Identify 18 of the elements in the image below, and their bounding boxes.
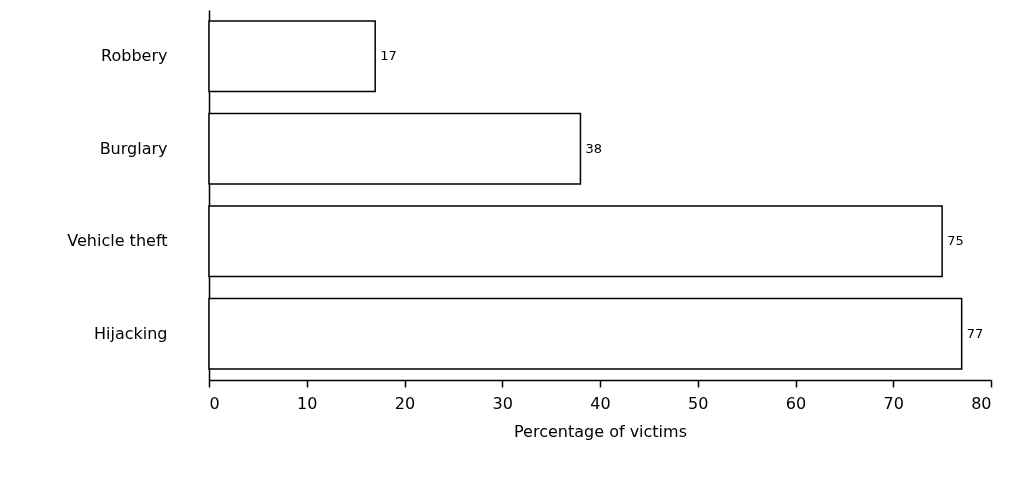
data-label: 75 [947,233,964,249]
y-tick-label: Burglary [99,138,168,158]
x-axis-title: Percentage of victims [514,421,687,441]
x-tick-label: 70 [883,393,904,413]
x-tick-label: 60 [785,393,807,413]
y-tick-label: Hijacking [93,323,168,343]
data-label: 38 [585,140,602,156]
x-tick-label: 10 [297,393,318,413]
data-label: 77 [966,325,984,341]
x-tick-label: 40 [590,393,611,413]
x-tick-label: 30 [492,393,513,413]
data-label: 17 [380,48,397,64]
x-tick-label: 20 [394,393,416,413]
x-tick-label: 50 [688,393,709,413]
y-tick-label: Robbery [101,46,168,66]
x-tick-label: 0 [209,393,220,413]
x-tick-label: 80 [971,393,992,413]
y-tick-label: Vehicle theft [67,231,168,251]
